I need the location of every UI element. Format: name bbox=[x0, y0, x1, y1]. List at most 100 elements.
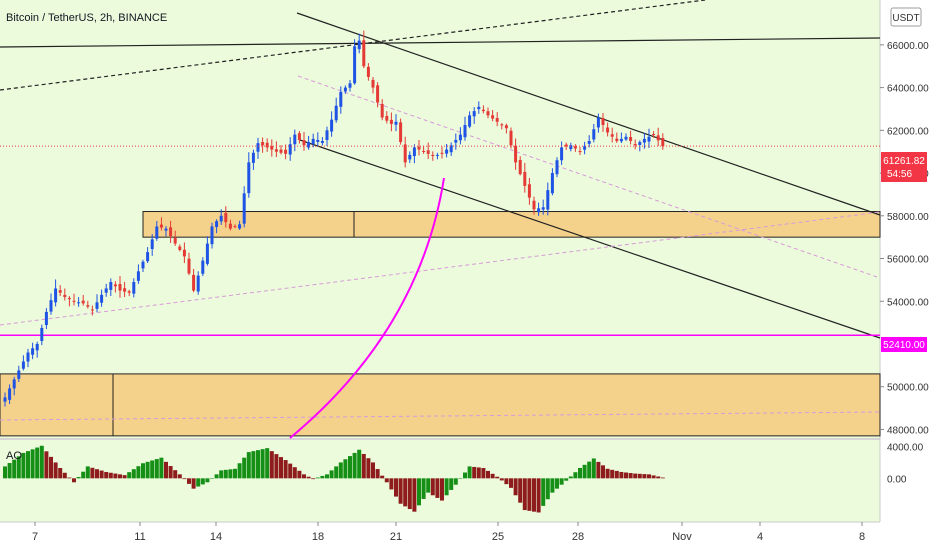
candle-body bbox=[334, 105, 338, 121]
ao-bar bbox=[269, 451, 274, 479]
ao-bar bbox=[361, 453, 366, 479]
candle-body bbox=[601, 117, 605, 125]
ao-bar bbox=[81, 471, 86, 479]
ao-bar bbox=[656, 476, 661, 479]
candle-body bbox=[72, 300, 76, 302]
ao-bar bbox=[113, 473, 118, 479]
ao-bar bbox=[200, 478, 205, 485]
candle-body bbox=[449, 145, 453, 153]
candle-body bbox=[325, 130, 329, 141]
ao-bar bbox=[403, 478, 408, 507]
candle-body bbox=[136, 271, 140, 281]
price-axis[interactable]: 66000.0064000.0062000.0060000.0058000.00… bbox=[880, 41, 929, 437]
candle-body bbox=[523, 171, 527, 186]
ao-bar bbox=[348, 456, 352, 479]
ao-bar bbox=[136, 466, 141, 479]
time-tick-label: 28 bbox=[572, 531, 584, 543]
candle-body bbox=[624, 136, 628, 140]
ao-bar bbox=[610, 469, 615, 479]
ao-bar bbox=[3, 466, 7, 479]
ao-bar bbox=[302, 474, 306, 479]
candle-body bbox=[54, 288, 58, 303]
ao-bar bbox=[256, 450, 260, 479]
ao-bar bbox=[628, 473, 633, 479]
candle-body bbox=[90, 309, 94, 311]
ao-bar bbox=[141, 463, 145, 479]
candle-body bbox=[514, 145, 518, 163]
ao-axis[interactable]: 4000.00 0.00 bbox=[887, 443, 924, 486]
candle-body bbox=[104, 288, 108, 293]
ao-bar bbox=[541, 478, 546, 506]
ao-bar bbox=[509, 478, 513, 488]
candle-body bbox=[3, 397, 7, 402]
ao-bar bbox=[573, 472, 578, 479]
ao-bar bbox=[182, 478, 187, 480]
candle-body bbox=[127, 291, 131, 293]
candle-body bbox=[26, 352, 30, 362]
candle-body bbox=[376, 85, 380, 103]
ao-bar bbox=[463, 472, 467, 479]
ao-bar bbox=[297, 470, 302, 479]
candle-body bbox=[40, 327, 44, 341]
price-tick-label: 66000.00 bbox=[887, 41, 929, 52]
time-tick-label: 11 bbox=[134, 531, 145, 543]
candle-body bbox=[251, 152, 255, 163]
candle-body bbox=[596, 117, 600, 128]
candle-body bbox=[481, 109, 485, 112]
candle-body bbox=[633, 144, 637, 146]
candle-body bbox=[656, 135, 660, 141]
ao-bar bbox=[545, 478, 550, 500]
ao-bar bbox=[426, 478, 431, 493]
candle-body bbox=[311, 138, 315, 145]
ao-bar bbox=[647, 474, 651, 479]
time-tick-label: 4 bbox=[757, 531, 763, 543]
candle-body bbox=[67, 297, 71, 300]
support-zone bbox=[142, 211, 881, 238]
ao-bar bbox=[476, 467, 481, 479]
candle-body bbox=[44, 311, 48, 326]
ao-bar bbox=[251, 451, 256, 479]
ao-bar bbox=[536, 478, 541, 513]
pane-separator[interactable] bbox=[0, 438, 880, 440]
ao-bar bbox=[325, 474, 329, 479]
time-axis[interactable]: 7 11 14 18 21 25 28 Nov 4 8 bbox=[32, 522, 865, 543]
candle-body bbox=[403, 144, 407, 163]
ao-bar bbox=[187, 478, 191, 484]
candle-body bbox=[491, 115, 495, 119]
candle-body bbox=[587, 141, 591, 144]
candle-body bbox=[293, 134, 297, 145]
candle-body bbox=[192, 274, 196, 291]
price-tick-label: 64000.00 bbox=[887, 84, 929, 95]
ao-bar bbox=[35, 447, 40, 479]
candle-body bbox=[49, 300, 53, 312]
candle-body bbox=[385, 116, 389, 121]
candle-body bbox=[592, 129, 596, 140]
ao-bar bbox=[219, 470, 224, 479]
ao-bar bbox=[357, 449, 362, 479]
ao-bar bbox=[67, 477, 72, 479]
ao-bar bbox=[555, 478, 559, 489]
ao-bar bbox=[315, 477, 320, 479]
candle-body bbox=[527, 184, 531, 198]
candle-body bbox=[141, 261, 145, 269]
ao-bar bbox=[292, 467, 297, 479]
candle-body bbox=[583, 146, 587, 150]
candle-body bbox=[109, 282, 113, 290]
ao-bar bbox=[444, 478, 449, 496]
candle-body bbox=[518, 159, 522, 175]
ao-bar bbox=[30, 449, 35, 479]
ao-bar bbox=[191, 478, 196, 489]
currency-badge[interactable]: USDT bbox=[890, 7, 922, 27]
ao-bar bbox=[449, 478, 454, 490]
ao-bar bbox=[522, 478, 527, 511]
candle-body bbox=[150, 239, 154, 249]
ao-bar bbox=[642, 474, 647, 479]
ao-bar bbox=[614, 470, 619, 479]
ao-bar bbox=[58, 468, 63, 479]
candle-body bbox=[578, 151, 582, 153]
price-tick-label: 58000.00 bbox=[887, 212, 929, 223]
time-tick-label: 14 bbox=[210, 531, 222, 543]
candle-body bbox=[541, 207, 545, 210]
